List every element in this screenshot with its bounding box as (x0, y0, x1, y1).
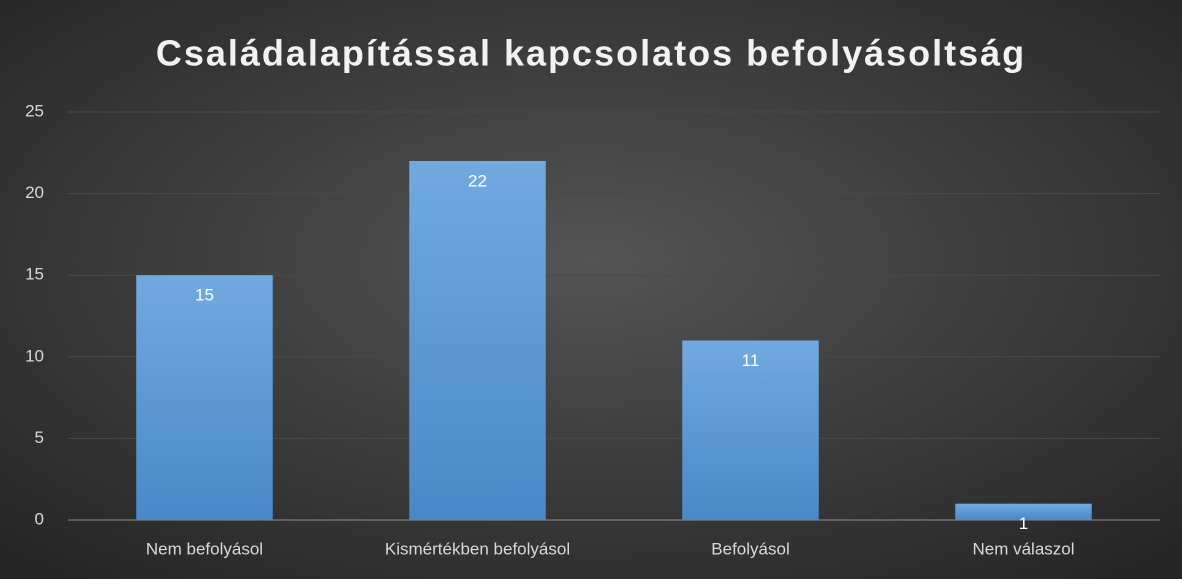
data-label: 1 (1019, 514, 1028, 533)
data-label: 11 (742, 351, 760, 370)
y-tick-label: 20 (25, 183, 44, 202)
y-tick-label: 0 (35, 509, 44, 528)
bar (136, 275, 273, 520)
chart-title: Családalapítással kapcsolatos befolyásol… (156, 33, 1026, 74)
x-tick-label: Kismértékben befolyásol (385, 539, 570, 558)
bar (682, 340, 819, 520)
y-tick-label: 15 (25, 265, 44, 284)
y-tick-label: 5 (35, 428, 44, 447)
bar (955, 503, 1092, 520)
y-tick-label: 25 (25, 101, 44, 120)
y-tick-label: 10 (25, 346, 44, 365)
x-tick-label: Nem befolyásol (146, 539, 263, 558)
bar (409, 160, 546, 520)
x-tick-label: Befolyásol (711, 539, 789, 558)
data-label: 22 (468, 171, 487, 190)
x-tick-label: Nem válaszol (972, 539, 1074, 558)
data-label: 15 (195, 286, 214, 305)
